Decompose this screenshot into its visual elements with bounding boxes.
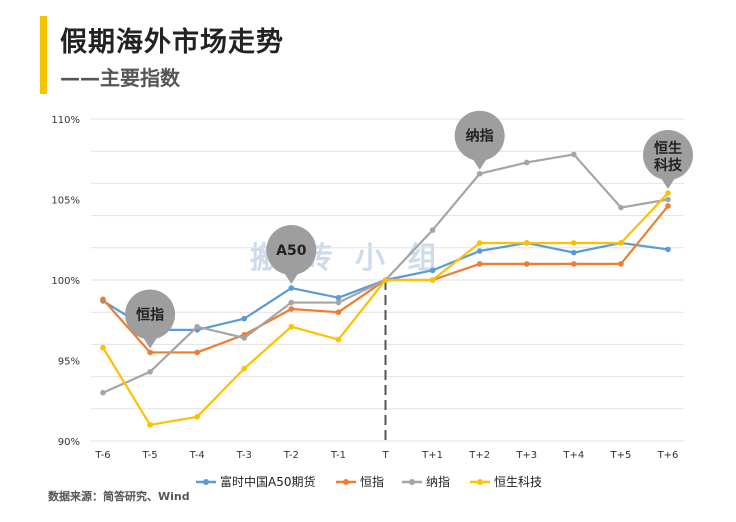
data-point	[288, 299, 295, 306]
callout-circle	[643, 130, 693, 181]
data-point	[194, 349, 200, 356]
data-point	[523, 240, 530, 246]
callout-bubble: 纳指	[454, 110, 505, 170]
y-axis: 90% 95% 100% 105% 110%	[51, 115, 80, 448]
data-point	[335, 309, 342, 316]
data-point	[476, 261, 483, 267]
x-tick-label: T+5	[609, 450, 631, 461]
data-point	[665, 246, 671, 253]
chart-legend: 富时中国A50期货 恒指 纳指 恒生科技	[196, 474, 542, 489]
legend-item: 富时中国A50期货	[196, 474, 315, 489]
data-point	[571, 151, 577, 158]
data-point	[147, 368, 153, 375]
y-tick-label: 110%	[51, 115, 80, 126]
legend-swatch-dot	[477, 479, 483, 485]
legend-label: 恒生科技	[494, 475, 542, 489]
legend-item: 恒生科技	[470, 475, 542, 489]
x-tick-label: T-6	[94, 450, 110, 461]
x-tick-label: T-4	[189, 450, 205, 461]
callout-label: 恒指	[136, 306, 164, 323]
callout-label: 恒生	[654, 140, 682, 157]
data-point	[429, 227, 436, 233]
x-tick-label: T+6	[657, 450, 679, 461]
x-tick-label: T-3	[236, 450, 252, 461]
page-subtitle: ——主要指数	[60, 66, 180, 90]
data-point	[571, 261, 577, 267]
data-point	[335, 294, 342, 301]
chart-series	[100, 151, 671, 428]
x-tick-label: T+3	[515, 450, 537, 461]
legend-label: 富时中国A50期货	[220, 474, 315, 489]
y-tick-label: 105%	[51, 196, 80, 207]
x-axis: T-6 T-5 T-4 T-3 T-2 T-1 T T+1 T+2 T+3 T+4 T+5 T+6	[94, 450, 678, 461]
series-group	[100, 190, 671, 428]
data-point	[100, 389, 106, 396]
data-point	[523, 261, 530, 267]
legend-label: 纳指	[426, 474, 450, 489]
data-point	[618, 204, 624, 211]
legend-swatch-dot	[343, 479, 349, 485]
data-point	[288, 323, 295, 330]
x-tick-label: T-2	[283, 450, 299, 461]
data-point	[147, 349, 153, 356]
y-tick-label: 100%	[51, 276, 80, 287]
data-point	[335, 299, 342, 306]
callout-circle	[454, 110, 505, 161]
x-tick-label: T-5	[141, 450, 157, 461]
data-point	[194, 323, 200, 330]
data-point	[429, 267, 436, 274]
data-point	[665, 203, 671, 209]
data-point	[571, 249, 577, 256]
callout-bubble: 恒生科技	[643, 130, 693, 190]
data-point	[194, 414, 200, 420]
callout-label: 科技	[654, 157, 683, 174]
callout-bubble: 恒指	[125, 289, 176, 349]
x-tick-label: T	[381, 450, 389, 461]
x-tick-label: T+1	[421, 450, 443, 461]
data-point	[241, 335, 248, 341]
legend-swatch-dot	[409, 479, 415, 485]
data-point	[100, 344, 106, 351]
data-point	[476, 248, 483, 254]
legend-item: 纳指	[402, 474, 450, 489]
legend-swatch-dot	[203, 479, 209, 485]
y-tick-label: 95%	[58, 357, 80, 368]
callout-bubble: A50	[266, 225, 317, 285]
x-tick-label: T-1	[330, 450, 346, 461]
legend-label: 恒指	[360, 474, 384, 489]
page-title: 假期海外市场走势	[60, 27, 284, 58]
data-point	[429, 277, 436, 283]
data-point	[335, 336, 342, 343]
callout-circle	[266, 225, 317, 276]
data-source-note: 数据来源：简答研究、Wind	[48, 490, 190, 503]
legend-item: 恒指	[336, 474, 384, 489]
data-point	[665, 196, 671, 203]
x-tick-label: T+2	[468, 450, 490, 461]
data-point	[618, 261, 624, 267]
callout-circle	[125, 289, 176, 340]
data-point	[665, 190, 671, 196]
data-point	[382, 277, 389, 283]
x-tick-label: T+4	[562, 450, 584, 461]
data-point	[523, 159, 530, 166]
data-point	[288, 306, 295, 312]
data-point	[288, 285, 295, 291]
data-point	[476, 170, 483, 177]
title-accent-bar	[40, 16, 47, 94]
data-point	[618, 240, 624, 246]
data-point	[147, 422, 153, 428]
y-tick-label: 90%	[58, 437, 80, 448]
data-point	[476, 240, 483, 246]
data-point	[241, 315, 248, 322]
data-point	[571, 240, 577, 246]
callout-label: 纳指	[466, 128, 494, 145]
callout-label: A50	[276, 243, 307, 259]
data-point	[100, 296, 106, 303]
chart-gridlines	[91, 118, 684, 442]
data-point	[241, 365, 248, 372]
